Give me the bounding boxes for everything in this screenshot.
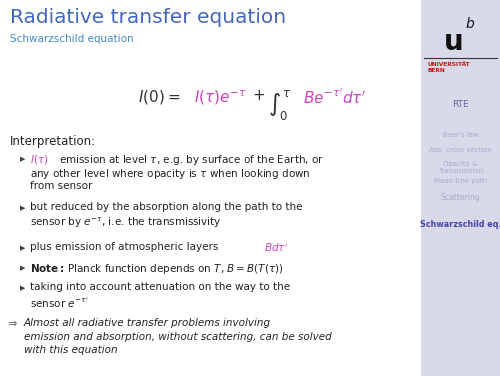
- Text: sensor $e^{-\tau^\prime}$: sensor $e^{-\tau^\prime}$: [30, 296, 88, 310]
- Text: Mean free path: Mean free path: [434, 178, 487, 184]
- Text: from sensor: from sensor: [30, 181, 92, 191]
- Text: Planck function depends on $T$, $B = B(T(\tau))$: Planck function depends on $T$, $B = B(T…: [67, 262, 284, 276]
- Text: Interpretation:: Interpretation:: [10, 135, 96, 148]
- Text: Scattering: Scattering: [440, 193, 480, 202]
- Text: $Bd\tau^\prime$: $Bd\tau^\prime$: [264, 242, 288, 255]
- Text: $\blacktriangleright$: $\blacktriangleright$: [18, 263, 26, 273]
- Bar: [421, 0, 500, 376]
- Text: $\mathbf{u}$: $\mathbf{u}$: [443, 28, 462, 56]
- Text: Almost all radiative transfer problems involving
emission and absorption, withou: Almost all radiative transfer problems i…: [24, 318, 332, 355]
- Text: plus emission of atmospheric layers: plus emission of atmospheric layers: [30, 242, 222, 252]
- Text: $\blacktriangleright$: $\blacktriangleright$: [18, 283, 26, 293]
- Text: $+$: $+$: [252, 88, 265, 103]
- Text: $\blacktriangleright$: $\blacktriangleright$: [18, 154, 26, 164]
- Text: emission at level $\tau$, e.g. by surface of the Earth, or: emission at level $\tau$, e.g. by surfac…: [59, 153, 324, 167]
- Text: $\blacktriangleright$: $\blacktriangleright$: [18, 203, 26, 213]
- Text: taking into account attenuation on the way to the: taking into account attenuation on the w…: [30, 282, 290, 292]
- Text: UNIVERSITÄT
BERN: UNIVERSITÄT BERN: [427, 62, 470, 73]
- Text: Schwarzschild eq.: Schwarzschild eq.: [420, 220, 500, 229]
- Text: $\mathbf{Note:}$: $\mathbf{Note:}$: [30, 262, 65, 274]
- Text: Opacity &
Transmission: Opacity & Transmission: [438, 161, 483, 174]
- Text: sensor by $e^{-\tau}$, i.e. the transmissivity: sensor by $e^{-\tau}$, i.e. the transmis…: [30, 216, 222, 230]
- Text: Schwarzschild equation: Schwarzschild equation: [10, 34, 134, 44]
- Text: any other level where opacity is $\tau$ when looking down: any other level where opacity is $\tau$ …: [30, 167, 310, 181]
- Text: $\Rightarrow$: $\Rightarrow$: [5, 318, 18, 328]
- Text: but reduced by the absorption along the path to the: but reduced by the absorption along the …: [30, 202, 302, 212]
- Text: RTE: RTE: [452, 100, 469, 109]
- Text: $I(\tau)e^{-\tau}$: $I(\tau)e^{-\tau}$: [194, 88, 247, 107]
- Text: Abs. cross section: Abs. cross section: [429, 147, 492, 153]
- Text: Beer's law: Beer's law: [442, 132, 478, 138]
- Text: Radiative transfer equation: Radiative transfer equation: [10, 8, 286, 27]
- Text: $Be^{-\tau^\prime}d\tau^\prime$: $Be^{-\tau^\prime}d\tau^\prime$: [303, 88, 366, 107]
- Text: $I(0) = $: $I(0) = $: [138, 88, 180, 106]
- Text: $I(\tau)$: $I(\tau)$: [30, 153, 48, 166]
- Text: $\int_0^{\tau}$: $\int_0^{\tau}$: [268, 88, 291, 122]
- Text: $b$: $b$: [466, 16, 475, 31]
- Text: $\blacktriangleright$: $\blacktriangleright$: [18, 243, 26, 253]
